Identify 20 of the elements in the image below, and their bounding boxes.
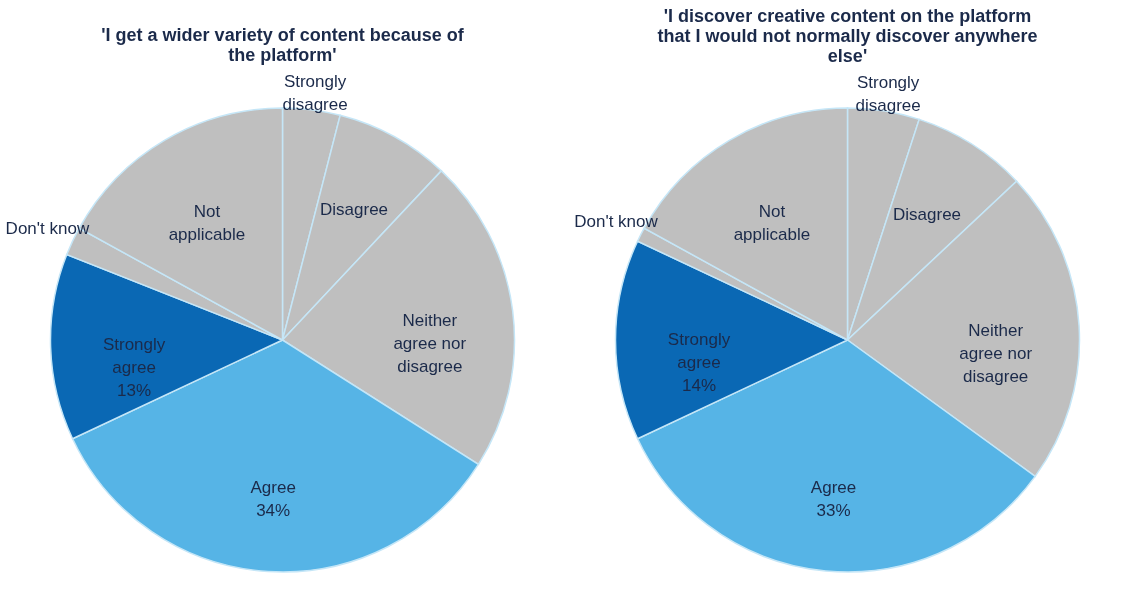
slice-label: Disagree <box>893 204 962 224</box>
slice-label: Strongly agree <box>102 334 166 377</box>
slice-label: Disagree <box>320 199 389 219</box>
slice-label: Neither agree nor disagree <box>959 320 1033 386</box>
data-label: 33% <box>816 500 851 520</box>
slice-label: Strongly agree <box>667 330 731 372</box>
data-label: 13% <box>117 380 152 400</box>
slice-label: Agree <box>810 477 857 497</box>
slice-label: Strongly disagree <box>282 72 348 115</box>
slice-label: Not applicable <box>168 202 246 245</box>
data-label: 14% <box>682 376 717 395</box>
slice-label: Don't know <box>574 212 659 232</box>
slice-label: Don't know <box>5 219 90 239</box>
slice-label: Not applicable <box>733 202 811 245</box>
chart-title: 'I discover creative content on the platform that I would not normally discover anywhere else' <box>657 6 1038 67</box>
data-label: 34% <box>256 501 291 521</box>
slice-label: Strongly disagree <box>855 73 921 116</box>
slice-label: Neither agree nor disagree <box>393 311 467 377</box>
chart-title: 'I get a wider variety of content because of the platform' <box>101 25 465 66</box>
slice-label: Agree <box>250 478 296 498</box>
